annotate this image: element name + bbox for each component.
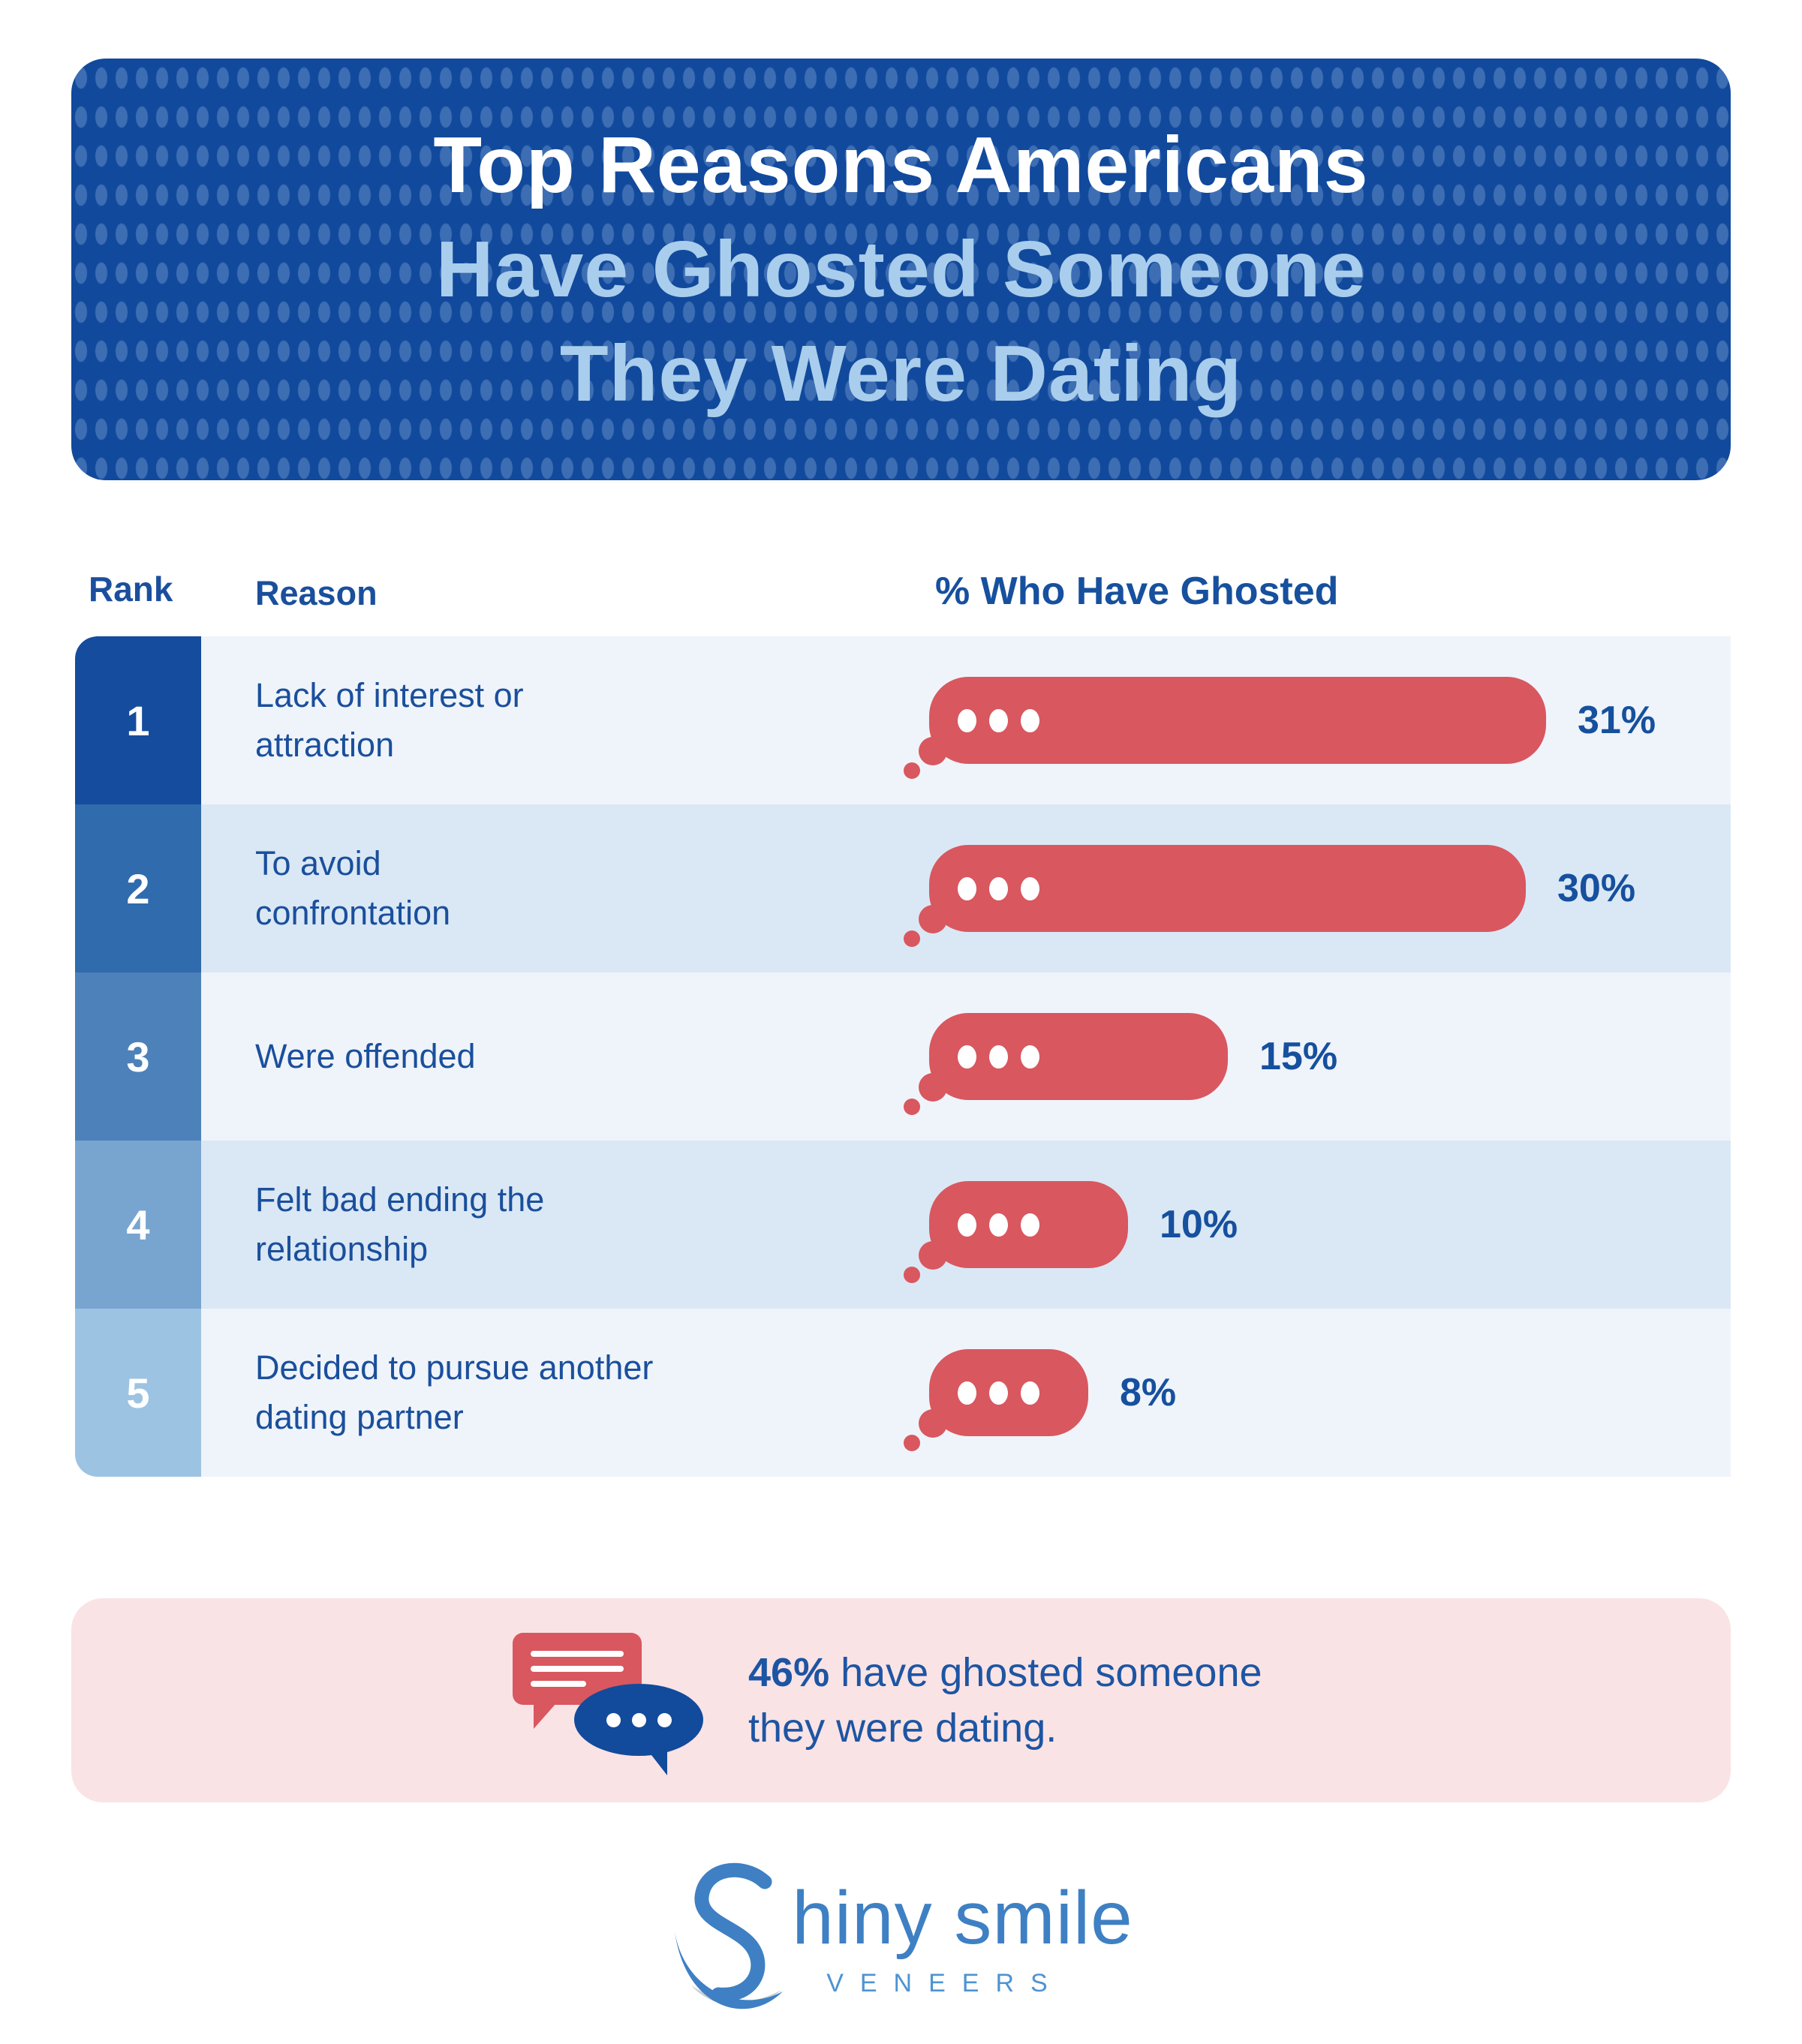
speech-bubble-bar (904, 1181, 1128, 1283)
ellipsis-dot-icon (989, 1381, 1008, 1405)
callout-stat: 46% (748, 1650, 830, 1695)
brand-logo: hiny smile VENEERS (0, 1859, 1802, 2017)
table-column-headers: Rank Reason % Who Have Ghosted (0, 569, 1802, 614)
row-body: Felt bad ending the relationship 10% (201, 1141, 1731, 1309)
speech-bubble-bar (904, 677, 1546, 779)
table-row: 4 Felt bad ending the relationship 10% (75, 1141, 1731, 1309)
ellipsis-dot-icon (606, 1712, 621, 1727)
rank-cell: 5 (75, 1309, 201, 1477)
ellipsis-dot-icon (989, 708, 1008, 732)
ellipsis-dot-icon (1021, 876, 1039, 900)
table-row: 1 Lack of interest or attraction 31% (75, 636, 1731, 804)
reason-text: To avoid confrontation (255, 844, 451, 932)
logo-name-top: hiny smile (792, 1876, 1133, 1960)
ellipsis-dot-icon (1021, 1381, 1039, 1405)
title-line-1: Top Reasons Americans (433, 120, 1369, 209)
column-header-rank: Rank (89, 570, 173, 609)
ellipsis-dot-icon (1021, 1213, 1039, 1237)
speech-bubble-bar (904, 1013, 1228, 1115)
red-bubble-tail (534, 1703, 556, 1729)
ellipsis-dot-icon (958, 708, 976, 732)
callout-text: 46% have ghosted someone they were datin… (748, 1645, 1262, 1756)
percent-label: 30% (1557, 867, 1636, 910)
bubble-area: 10% (904, 1141, 1238, 1309)
row-body: Decided to pursue another dating partner… (201, 1309, 1731, 1477)
title-line-2: Have Ghosted Someone (435, 224, 1367, 314)
chat-bubbles-icon (513, 1627, 703, 1775)
ellipsis-dot-icon (1021, 708, 1039, 732)
column-header-percent: % Who Have Ghosted (935, 570, 1339, 613)
percent-label: 15% (1259, 1035, 1338, 1078)
rank-cell: 4 (75, 1141, 201, 1309)
speech-bubble-bar (904, 845, 1526, 947)
bubble-area: 31% (904, 636, 1656, 804)
logo-s-swoosh-icon (675, 1862, 784, 2009)
ellipsis-dot-icon (631, 1712, 646, 1727)
ellipsis-dot-icon (989, 1045, 1008, 1069)
rank-cell: 3 (75, 972, 201, 1141)
ellipsis-dot-icon (657, 1712, 672, 1727)
bubble-area: 30% (904, 804, 1636, 972)
red-message-bubble-icon (513, 1633, 642, 1705)
logo-words: hiny smile VENEERS (792, 1880, 1133, 1998)
row-body: Were offended 15% (201, 972, 1731, 1141)
ellipsis-dot-icon (1021, 1045, 1039, 1069)
header-card: Top Reasons Americans Have Ghosted Someo… (71, 59, 1731, 480)
reason-text: Lack of interest or attraction (255, 676, 524, 764)
ranking-table: 1 Lack of interest or attraction 31% 2 T… (75, 636, 1731, 1477)
bubble-area: 8% (904, 1309, 1177, 1477)
row-body: Lack of interest or attraction 31% (201, 636, 1731, 804)
blue-message-bubble-icon (574, 1684, 703, 1756)
text-line-decoration (531, 1681, 586, 1687)
ellipsis-dot-icon (958, 876, 976, 900)
reason-text: Felt bad ending the relationship (255, 1180, 545, 1268)
percent-label: 8% (1120, 1371, 1177, 1414)
ellipsis-dot-icon (989, 876, 1008, 900)
percent-label: 10% (1160, 1203, 1238, 1246)
speech-bubble-bar (904, 1349, 1088, 1451)
logo-name-bottom: VENEERS (826, 1969, 1064, 1997)
ellipsis-dot-icon (958, 1045, 976, 1069)
callout-content: 46% have ghosted someone they were datin… (513, 1598, 1262, 1802)
callout-banner: 46% have ghosted someone they were datin… (71, 1598, 1731, 1802)
callout-line1-rest: have ghosted someone (829, 1650, 1262, 1695)
rank-cell: 2 (75, 804, 201, 972)
ellipsis-dot-icon (958, 1381, 976, 1405)
bubble-area: 15% (904, 972, 1338, 1141)
text-line-decoration (531, 1651, 624, 1657)
ellipsis-dot-icon (989, 1213, 1008, 1237)
table-row: 3 Were offended 15% (75, 972, 1731, 1141)
reason-text: Were offended (255, 1037, 476, 1075)
column-header-reason: Reason (255, 574, 378, 612)
text-line-decoration (531, 1666, 624, 1672)
percent-label: 31% (1578, 699, 1656, 742)
rank-cell: 1 (75, 636, 201, 804)
table-row: 5 Decided to pursue another dating partn… (75, 1309, 1731, 1477)
title-line-3: They Were Dating (559, 329, 1243, 418)
ellipsis-dot-icon (958, 1213, 976, 1237)
row-body: To avoid confrontation 30% (201, 804, 1731, 972)
brand-logo-inner: hiny smile VENEERS (669, 1859, 1133, 2017)
table-row: 2 To avoid confrontation 30% (75, 804, 1731, 972)
callout-line2: they were dating. (748, 1706, 1057, 1751)
reason-text: Decided to pursue another dating partner (255, 1348, 654, 1436)
